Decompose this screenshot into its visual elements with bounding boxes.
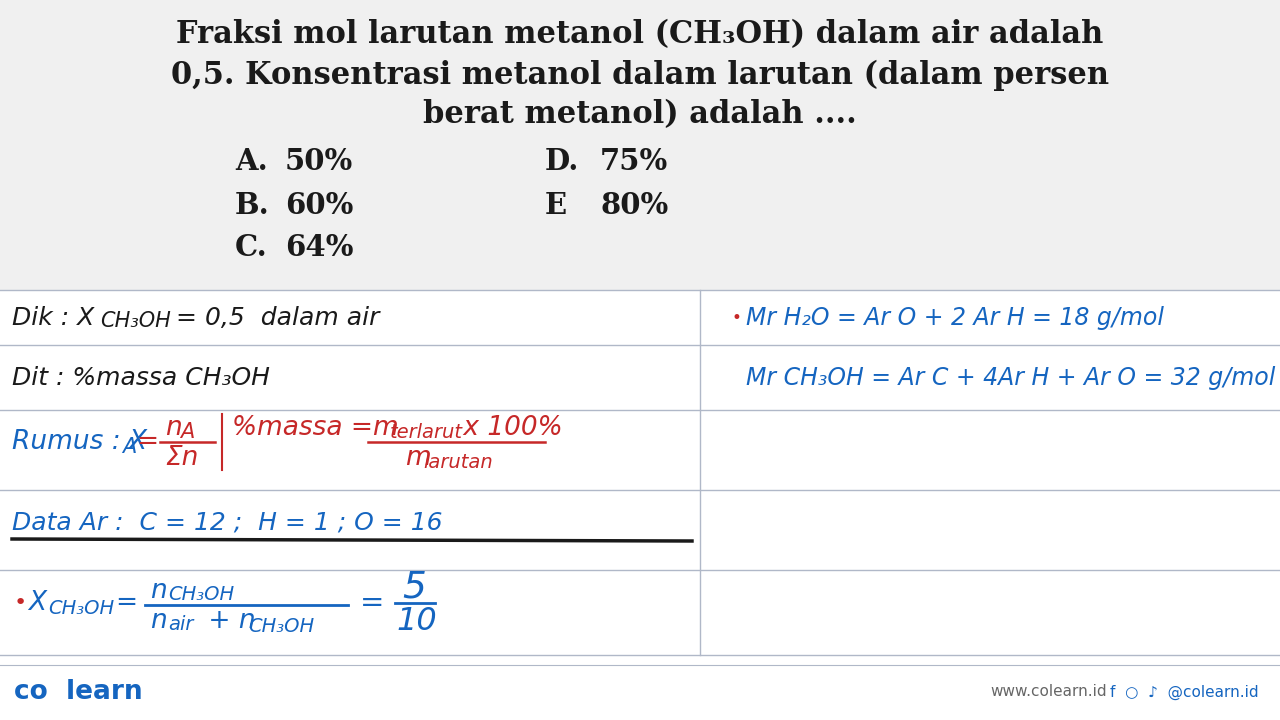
Text: terlarut: terlarut <box>390 423 463 441</box>
Text: 75%: 75% <box>600 148 668 176</box>
Text: n: n <box>150 578 166 604</box>
Text: Data Ar :  C = 12 ;  H = 1 ; O = 16: Data Ar : C = 12 ; H = 1 ; O = 16 <box>12 511 443 535</box>
Text: 64%: 64% <box>285 233 353 263</box>
Text: Dit : %massa CH₃OH: Dit : %massa CH₃OH <box>12 366 270 390</box>
Text: 0,5. Konsentrasi metanol dalam larutan (dalam persen: 0,5. Konsentrasi metanol dalam larutan (… <box>172 59 1108 91</box>
Text: B.: B. <box>236 191 270 220</box>
Text: larutan: larutan <box>422 452 493 472</box>
Text: •: • <box>732 309 742 327</box>
Text: CH₃OH: CH₃OH <box>248 616 314 636</box>
Text: CH₃OH: CH₃OH <box>100 311 170 331</box>
Text: m: m <box>372 415 398 441</box>
Text: =: = <box>115 590 137 616</box>
Text: =: = <box>360 589 384 617</box>
Text: Mr H₂O = Ar O + 2 Ar H = 18 g/mol: Mr H₂O = Ar O + 2 Ar H = 18 g/mol <box>746 306 1164 330</box>
Bar <box>0 0 1280 290</box>
Text: n: n <box>150 608 166 634</box>
Text: Mr CH₃OH = Ar C + 4Ar H + Ar O = 32 g/mol: Mr CH₃OH = Ar C + 4Ar H + Ar O = 32 g/mo… <box>746 366 1275 390</box>
Text: =: = <box>136 429 159 455</box>
Text: = 0,5  dalam air: = 0,5 dalam air <box>168 306 379 330</box>
Text: A: A <box>180 422 195 442</box>
Text: m: m <box>404 445 431 471</box>
Text: co  learn: co learn <box>14 679 142 705</box>
Text: A.: A. <box>236 148 268 176</box>
Text: 5: 5 <box>402 570 426 606</box>
Text: •: • <box>14 593 27 613</box>
Text: CH₃OH: CH₃OH <box>168 585 234 605</box>
Text: n: n <box>165 415 182 441</box>
Text: CH₃OH: CH₃OH <box>49 598 114 618</box>
Text: X: X <box>28 590 46 616</box>
Text: Dik : X: Dik : X <box>12 306 95 330</box>
Text: air: air <box>168 616 193 634</box>
Text: 10: 10 <box>396 606 436 636</box>
Text: Σn: Σn <box>165 445 198 471</box>
Text: x 100%: x 100% <box>454 415 563 441</box>
Text: Fraksi mol larutan metanol (CH₃OH) dalam air adalah: Fraksi mol larutan metanol (CH₃OH) dalam… <box>177 19 1103 50</box>
Text: D.: D. <box>545 148 580 176</box>
Text: %massa =: %massa = <box>232 415 372 441</box>
Text: f  ○  ♪  @colearn.id: f ○ ♪ @colearn.id <box>1110 685 1258 700</box>
Text: berat metanol) adalah ....: berat metanol) adalah .... <box>424 99 856 130</box>
Text: E: E <box>545 191 567 220</box>
Text: C.: C. <box>236 233 268 263</box>
Text: 60%: 60% <box>285 191 353 220</box>
Text: Rumus : X: Rumus : X <box>12 429 147 455</box>
Text: + n: + n <box>200 608 256 634</box>
Text: 50%: 50% <box>285 148 353 176</box>
Text: www.colearn.id: www.colearn.id <box>989 685 1107 700</box>
Text: A: A <box>122 437 136 457</box>
Text: 80%: 80% <box>600 191 668 220</box>
